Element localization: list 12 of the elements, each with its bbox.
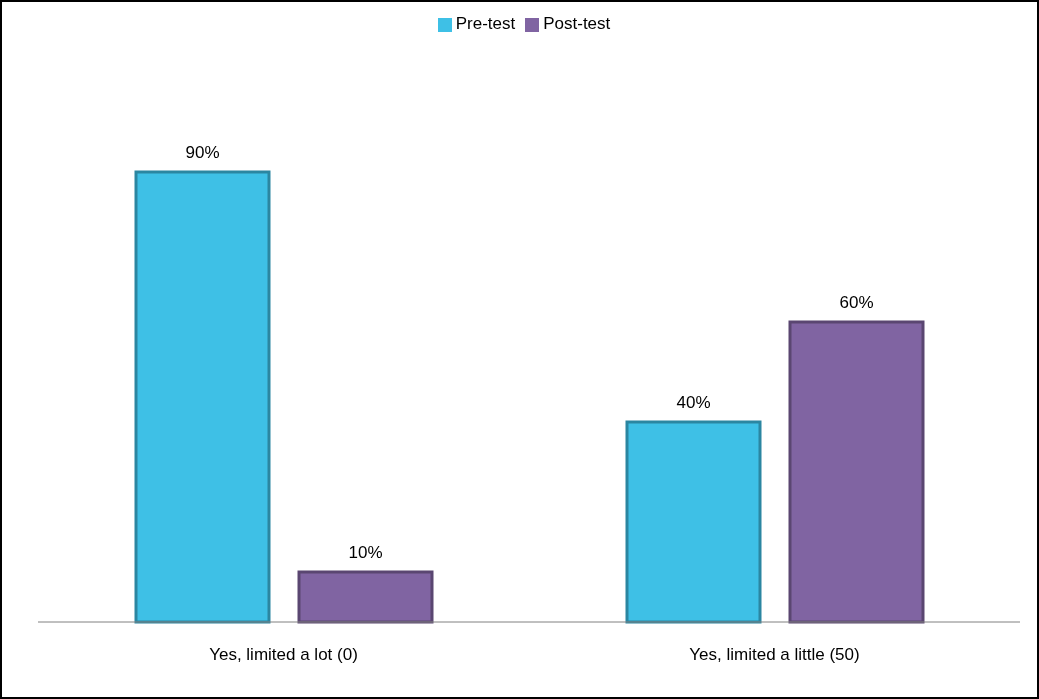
data-label: 90% xyxy=(185,143,220,162)
legend-label: Pre-test xyxy=(455,14,516,33)
data-label: 60% xyxy=(839,293,874,312)
x-tick-label: Yes, limited a lot (0) xyxy=(209,645,358,665)
legend-label: Post-test xyxy=(543,14,611,33)
bar xyxy=(134,170,271,624)
x-tick-label: Yes, limited a little (50) xyxy=(689,645,860,665)
bar xyxy=(297,570,434,624)
bar xyxy=(788,320,925,624)
bar xyxy=(625,420,762,624)
data-label: 40% xyxy=(676,393,711,412)
data-label: 10% xyxy=(348,543,383,562)
